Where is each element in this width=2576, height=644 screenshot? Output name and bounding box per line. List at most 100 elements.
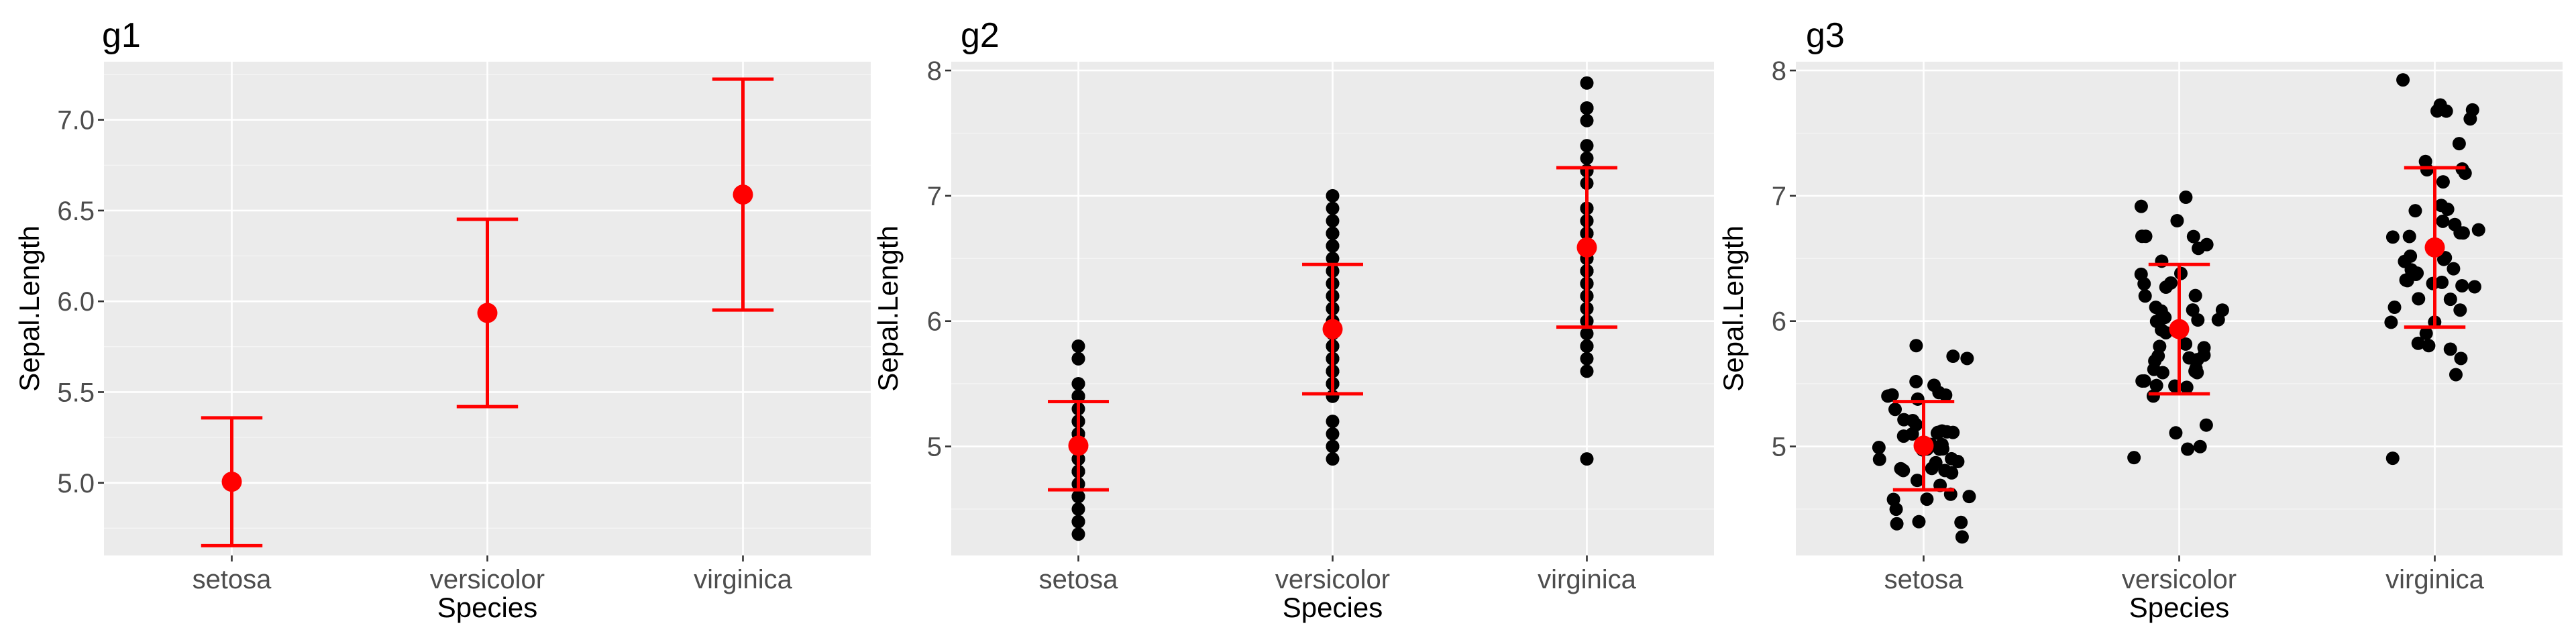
data-point [2467, 280, 2481, 294]
data-point [2408, 204, 2422, 218]
data-point [1071, 352, 1085, 366]
data-point [2471, 223, 2485, 237]
data-point [1909, 418, 1923, 432]
y-axis-title: Sepal.Length [1717, 225, 1749, 392]
data-point [1945, 451, 1959, 466]
chart-panel-2: 5 6 7 8 setosa versicolor virginica Species Sepa… [872, 16, 1714, 623]
data-point [2190, 366, 2204, 380]
data-point [1326, 427, 1340, 441]
data-point [1580, 327, 1594, 341]
chart-panel-3: 5 6 7 8 setosa versicolor virginica Species Sepa… [1717, 16, 2563, 623]
data-point [2436, 214, 2450, 228]
data-point [1326, 239, 1340, 253]
y-tick-label: 8 [927, 56, 942, 86]
y-tick-label: 7 [927, 182, 942, 211]
x-tick-label: versicolor [1275, 565, 1390, 594]
data-point [1897, 413, 1911, 427]
x-axis-title: Species [437, 592, 537, 623]
data-point [2405, 266, 2419, 280]
data-point [2134, 199, 2148, 213]
mean-point [221, 472, 242, 492]
data-point [1955, 530, 1969, 544]
data-point [1071, 527, 1085, 541]
panel-title: g3 [1806, 16, 1845, 55]
data-point [1872, 452, 1886, 466]
data-point [1071, 490, 1085, 504]
x-axis-title: Species [2129, 592, 2229, 623]
data-point [2147, 362, 2161, 376]
data-point [1580, 452, 1594, 466]
data-point [2159, 280, 2173, 294]
data-point [1580, 339, 1594, 354]
data-point [1580, 151, 1594, 165]
mean-point [1322, 319, 1343, 339]
data-point [1326, 189, 1340, 203]
data-point [2170, 213, 2184, 227]
x-tick-label: versicolor [2122, 565, 2237, 594]
data-point [1071, 502, 1085, 516]
y-tick-label: 5.0 [57, 469, 95, 498]
data-point [1946, 425, 1960, 439]
data-point [2193, 439, 2207, 453]
mean-point [477, 303, 498, 323]
data-point [2169, 426, 2183, 440]
data-point [1889, 502, 1903, 517]
data-point [1071, 515, 1085, 529]
data-point [1946, 350, 1960, 364]
data-point [2127, 451, 2141, 465]
y-tick-label: 8 [1772, 56, 1786, 86]
data-point [2188, 288, 2202, 303]
data-point [1885, 388, 1899, 402]
data-point [1326, 415, 1340, 429]
data-point [2396, 73, 2410, 87]
data-point [1954, 515, 1968, 529]
data-point [1580, 76, 1594, 90]
data-point [2179, 191, 2193, 205]
data-point [2411, 336, 2425, 350]
y-tick-label: 6.5 [57, 197, 95, 226]
mean-point [1576, 237, 1597, 258]
x-axis-title: Species [1283, 592, 1383, 623]
data-point [1927, 378, 1941, 392]
data-point [1933, 442, 1947, 456]
data-point [1894, 462, 1908, 476]
data-point [1580, 139, 1594, 153]
data-point [1912, 515, 1926, 529]
data-point [1872, 441, 1886, 455]
data-point [1071, 377, 1085, 391]
chart-panel-1: 5.0 5.5 6.0 6.5 7.0 setosa versicolor virginica… [13, 16, 871, 623]
data-point [2137, 277, 2151, 291]
y-tick-label: 5.5 [57, 378, 95, 407]
data-point [2420, 163, 2434, 177]
y-tick-label: 6 [927, 307, 942, 337]
y-tick-label: 5 [1772, 432, 1786, 462]
data-point [1920, 492, 1934, 506]
data-point [2190, 353, 2204, 367]
data-point [2426, 276, 2440, 290]
y-tick-label: 6 [1772, 307, 1786, 337]
data-point [2149, 378, 2163, 392]
data-point [1580, 101, 1594, 115]
y-tick-label: 6.0 [57, 287, 95, 317]
y-tick-label: 5 [927, 432, 942, 462]
data-point [1930, 426, 1944, 440]
data-point [1326, 226, 1340, 240]
x-tick-label: setosa [1039, 565, 1119, 594]
x-tick-label: setosa [193, 565, 272, 594]
data-point [2138, 289, 2152, 303]
data-point [2404, 249, 2418, 263]
data-point [2458, 166, 2472, 180]
data-point [2436, 175, 2450, 189]
mean-point [2424, 237, 2445, 258]
data-point [2151, 349, 2165, 363]
panel-title: g1 [102, 16, 141, 55]
data-point [2137, 374, 2151, 388]
data-point [2453, 303, 2467, 317]
data-point [1326, 439, 1340, 453]
x-tick-label: versicolor [430, 565, 545, 594]
data-point [1909, 339, 1923, 353]
data-point [2419, 327, 2433, 341]
x-tick-label: virginica [1538, 565, 1636, 594]
